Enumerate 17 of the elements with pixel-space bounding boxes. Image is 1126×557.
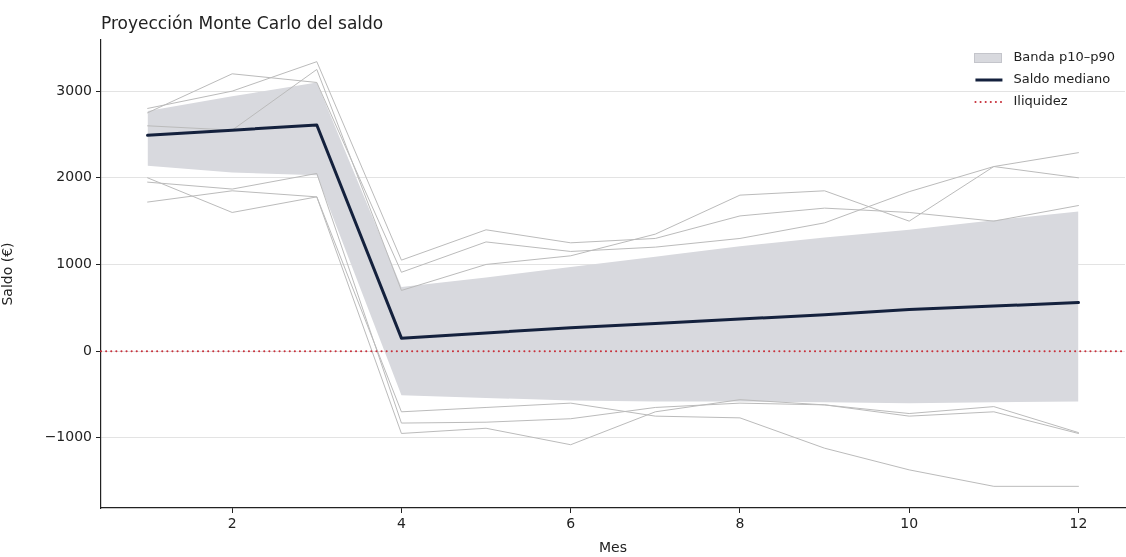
y-tick-label: 1000: [56, 255, 92, 272]
x-tick-label: 12: [1069, 515, 1088, 532]
x-tick-label: 10: [900, 515, 919, 532]
annotation: Banda p10–p90: [1013, 49, 1115, 65]
x-tick-label: 2: [227, 515, 237, 532]
y-tick-label: −1000: [44, 428, 92, 445]
chart-title: Proyección Monte Carlo del saldo: [101, 13, 384, 33]
y-tick-label: 2000: [56, 168, 92, 185]
y-tick-label: 3000: [56, 81, 92, 98]
legend-label: Iliquidez: [1013, 93, 1068, 109]
x-tick-label: 4: [396, 515, 406, 532]
y-tick-label: 0: [83, 341, 92, 358]
x-tick-label: 8: [735, 515, 745, 532]
legend-label: Saldo mediano: [1013, 71, 1111, 87]
y-axis-title: Saldo (€): [0, 242, 16, 306]
x-axis-title: Mes: [599, 539, 627, 556]
x-tick-label: 6: [566, 515, 576, 532]
